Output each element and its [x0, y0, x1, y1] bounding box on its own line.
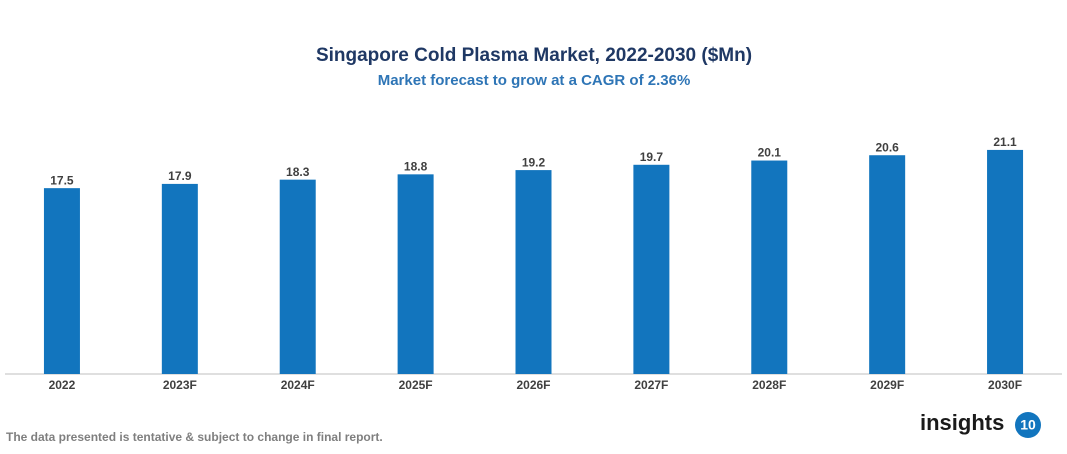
x-tick-label: 2025F: [399, 378, 433, 392]
logo-circle: [1015, 412, 1041, 438]
value-label: 19.7: [640, 150, 664, 164]
value-label: 21.1: [993, 135, 1017, 149]
x-tick-label: 2027F: [634, 378, 668, 392]
x-tick-label: 2023F: [163, 378, 197, 392]
bar: [161, 183, 198, 374]
chart-subtitle: Market forecast to grow at a CAGR of 2.3…: [378, 72, 691, 89]
value-label: 19.2: [522, 155, 546, 169]
value-label: 20.1: [758, 146, 782, 160]
bar: [515, 170, 552, 374]
chart-title: Singapore Cold Plasma Market, 2022-2030 …: [316, 45, 752, 66]
x-tick-label: 2022: [49, 378, 76, 392]
x-tick-label: 2024F: [281, 378, 315, 392]
bar: [397, 174, 434, 374]
x-tick-label: 2028F: [752, 378, 786, 392]
logo-number: 10: [1020, 417, 1036, 433]
bar: [279, 179, 316, 374]
value-label: 17.9: [168, 169, 192, 183]
x-tick-label: 2029F: [870, 378, 904, 392]
value-label: 20.6: [875, 140, 899, 154]
value-label: 18.3: [286, 165, 310, 179]
bar: [987, 149, 1024, 374]
x-tick-label: 2026F: [516, 378, 550, 392]
bar: [869, 155, 906, 374]
value-label: 18.8: [404, 160, 428, 174]
bar: [751, 160, 788, 374]
value-label: 17.5: [50, 173, 74, 187]
bar: [43, 188, 80, 374]
footnote: The data presented is tentative & subjec…: [6, 430, 383, 444]
x-tick-label: 2030F: [988, 378, 1022, 392]
bar: [633, 164, 670, 374]
logo-text: insights: [920, 410, 1004, 435]
